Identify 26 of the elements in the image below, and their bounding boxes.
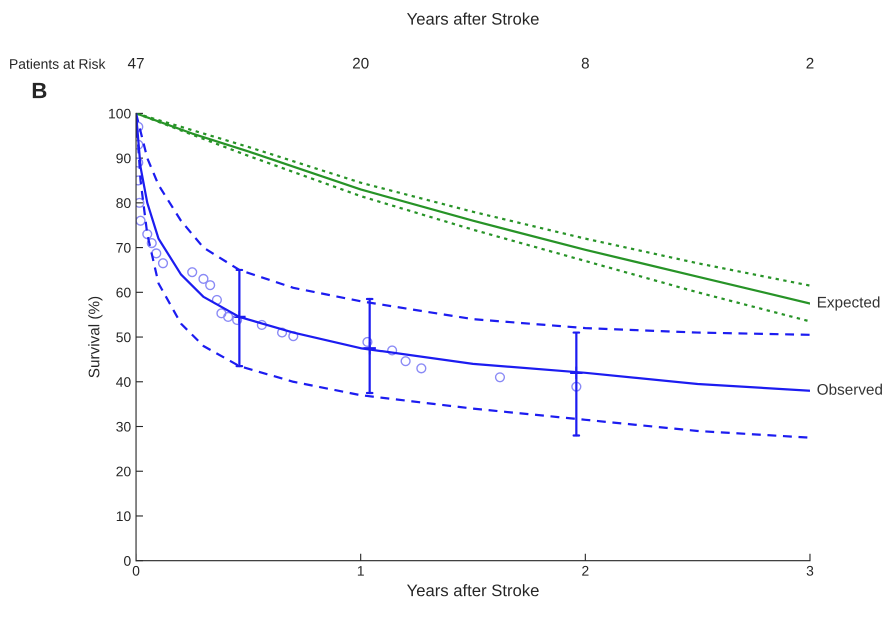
y-tick-label: 70 xyxy=(116,242,131,253)
y-tick-label: 50 xyxy=(116,332,131,342)
y-tick-label: 10 xyxy=(116,511,131,522)
x-tick-label: 0 xyxy=(132,566,140,576)
text: 47 xyxy=(128,58,144,68)
x-tick-label: 1 xyxy=(358,566,364,576)
text: 8 xyxy=(582,58,589,69)
text: Patients at Risk xyxy=(10,58,106,69)
series-label: Observed xyxy=(817,384,882,395)
series-label: Expected xyxy=(818,296,880,311)
x-tick-label: 3 xyxy=(806,566,814,576)
text: B xyxy=(32,82,46,98)
text: 20 xyxy=(352,58,369,69)
x-tick-label: 2 xyxy=(582,566,588,576)
y-tick-label: 80 xyxy=(116,198,131,208)
text: 2 xyxy=(806,58,814,68)
y-axis-title: Survival (%) xyxy=(88,296,102,378)
x-axis-title: Years after Stroke xyxy=(406,584,539,596)
y-tick-label: 40 xyxy=(116,377,131,387)
y-tick-label: 0 xyxy=(124,556,131,566)
y-tick-label: 90 xyxy=(116,153,131,164)
text: Years after Stroke xyxy=(406,12,539,25)
y-tick-label: 20 xyxy=(116,466,131,476)
y-tick-label: 60 xyxy=(116,288,131,298)
y-tick-label: 100 xyxy=(109,108,131,119)
y-tick-label: 30 xyxy=(116,422,131,432)
